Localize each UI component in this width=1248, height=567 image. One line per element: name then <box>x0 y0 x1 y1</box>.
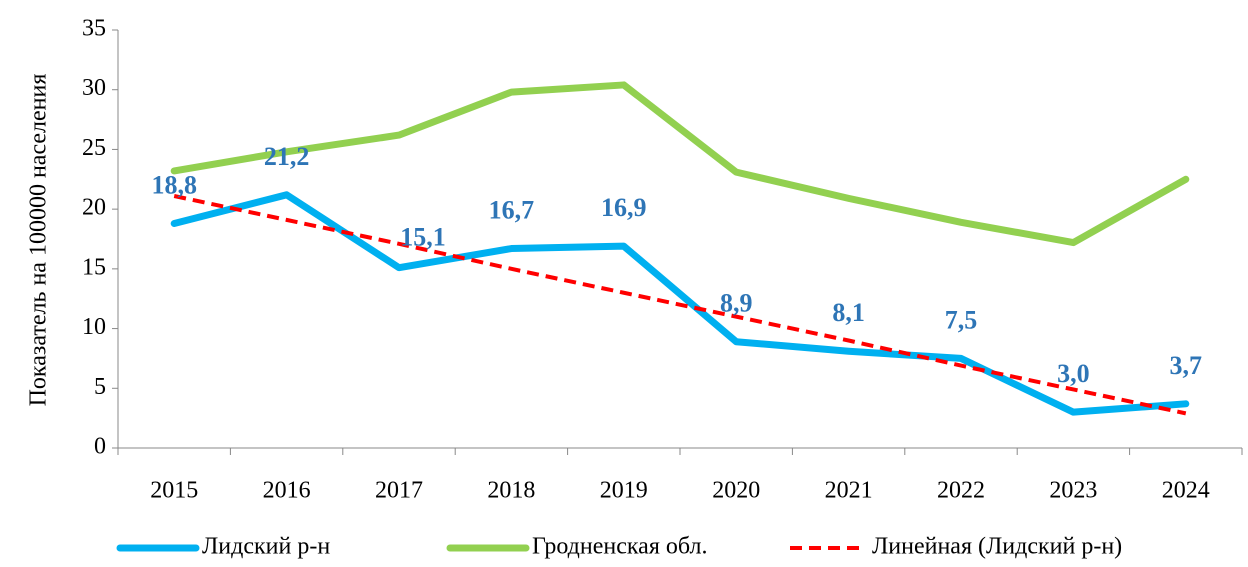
y-axis-label: Показатель на 100000 населения <box>26 74 52 407</box>
series-line <box>170 81 1190 247</box>
x-tick-label: 2020 <box>712 478 760 504</box>
data-label: 3,7 <box>1170 351 1203 380</box>
x-tick-label: 2015 <box>150 478 198 504</box>
y-tick-label: 30 <box>82 75 106 101</box>
y-tick-label: 15 <box>82 254 106 280</box>
y-tick-label: 35 <box>82 16 106 42</box>
y-tick-label: 20 <box>82 195 106 221</box>
x-tick-label: 2019 <box>600 478 648 504</box>
x-tick-label: 2024 <box>1162 478 1210 504</box>
y-tick-label: 5 <box>94 374 106 400</box>
data-label: 7,5 <box>945 305 978 334</box>
data-label: 16,9 <box>601 193 647 222</box>
y-tick-label: 25 <box>82 135 106 161</box>
data-label: 8,9 <box>720 289 753 318</box>
x-tick-label: 2018 <box>487 478 535 504</box>
x-tick-label: 2023 <box>1049 478 1097 504</box>
legend-label: Лидский р-н <box>202 534 330 560</box>
data-label: 3,0 <box>1057 359 1090 388</box>
data-label: 15,1 <box>400 223 446 252</box>
y-tick-label: 10 <box>82 314 106 340</box>
x-tick-label: 2016 <box>263 478 311 504</box>
data-label: 21,2 <box>264 142 310 171</box>
data-label: 8,1 <box>832 298 865 327</box>
x-tick-label: 2017 <box>375 478 423 504</box>
legend-label: Линейная (Лидский р-н) <box>872 534 1122 560</box>
x-tick-label: 2022 <box>937 478 985 504</box>
data-label: 18,8 <box>151 170 197 199</box>
legend-label: Гродненская обл. <box>532 534 707 560</box>
data-label: 16,7 <box>489 196 535 225</box>
x-tick-label: 2021 <box>825 478 873 504</box>
y-tick-label: 0 <box>94 434 106 460</box>
series-line <box>173 194 1187 416</box>
